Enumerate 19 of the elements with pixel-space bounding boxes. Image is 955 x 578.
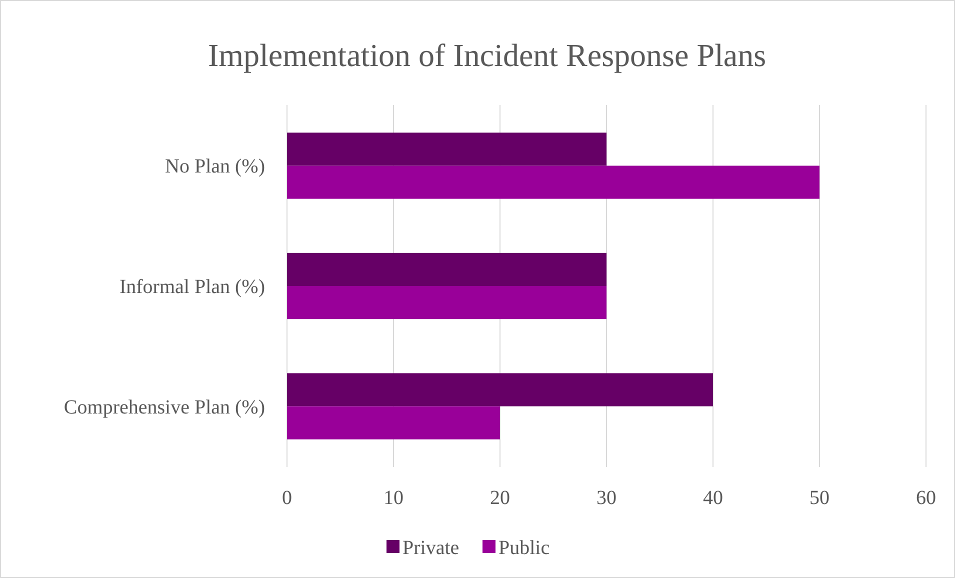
y-tick-label: Comprehensive Plan (%) xyxy=(64,396,265,418)
legend-label: Public xyxy=(498,537,550,559)
bar xyxy=(287,286,606,320)
legend-label: Private xyxy=(402,537,460,559)
x-tick-label: 30 xyxy=(596,487,616,509)
chart-title: Implementation of Incident Response Plans xyxy=(208,37,766,73)
x-tick-label: 50 xyxy=(810,487,830,509)
bar xyxy=(287,406,500,440)
bar xyxy=(287,252,606,286)
x-tick-label: 40 xyxy=(703,487,723,509)
x-tick-label: 0 xyxy=(282,487,292,509)
x-tick-label: 10 xyxy=(384,487,404,509)
y-tick-label: No Plan (%) xyxy=(165,156,265,178)
x-tick-label: 60 xyxy=(916,487,936,509)
x-tick-label: 20 xyxy=(490,487,510,509)
bar xyxy=(287,166,820,199)
bar xyxy=(287,132,606,166)
bar xyxy=(287,373,713,406)
y-tick-label: Informal Plan (%) xyxy=(119,276,265,298)
